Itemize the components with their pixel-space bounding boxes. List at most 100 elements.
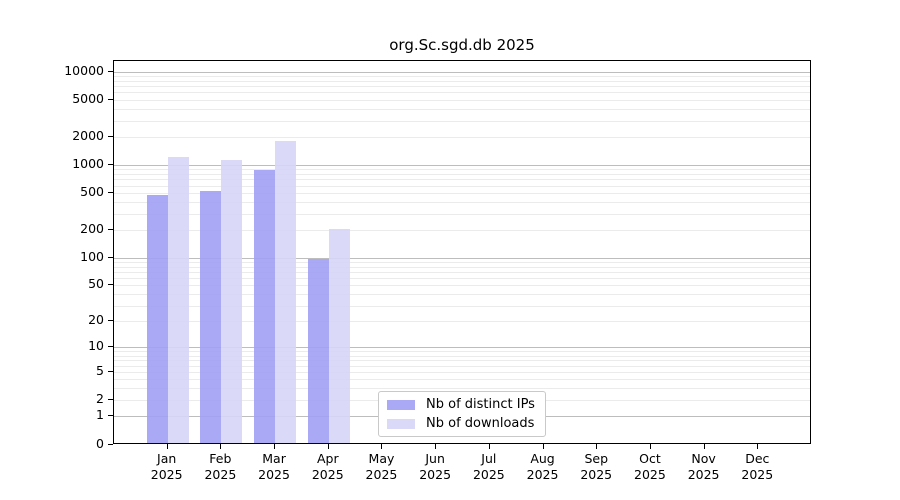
gridline-minor [114,294,810,296]
plot-area [113,60,811,444]
gridline-major [114,71,810,73]
gridline-minor [114,173,810,175]
y-tick-label: 500 [80,183,104,199]
y-tick-mark [108,320,113,322]
x-tick-mark [435,444,437,449]
gridline-minor [114,169,810,171]
y-tick-label: 2 [96,391,104,407]
y-tick-mark [108,256,113,258]
x-tick-mark [596,444,598,449]
gridline-minor [114,272,810,274]
gridline-minor [114,261,810,263]
x-tick-label: Mar 2025 [258,451,290,482]
x-tick-mark [488,444,490,449]
y-tick-label: 5000 [72,90,104,106]
y-tick-mark [108,163,113,165]
gridline-minor [114,371,810,373]
y-tick-mark [108,415,113,417]
bar-downloads-mar [275,141,297,443]
gridline-minor [114,388,810,390]
x-tick-mark [274,444,276,449]
bar-downloads-feb [221,159,243,443]
gridline-minor [114,266,810,268]
y-tick-mark [108,191,113,193]
gridline-minor [114,108,810,110]
x-tick-label: Oct 2025 [634,451,666,482]
x-tick-label: May 2025 [365,451,398,482]
bar-distinct-ips-feb [200,191,222,443]
y-tick-mark [108,98,113,100]
y-tick-label: 100 [80,248,104,264]
x-tick-mark [703,444,705,449]
y-tick-label: 20 [88,312,104,328]
y-tick-mark [108,399,113,401]
legend-label: Nb of distinct IPs [426,397,535,412]
gridline-minor [114,355,810,357]
gridline-minor [114,351,810,353]
gridline-minor [114,179,810,181]
x-tick-mark [757,444,759,449]
y-tick-mark [108,443,113,445]
legend-swatch [387,418,415,429]
gridline-minor [114,229,810,231]
y-tick-label: 50 [88,276,104,292]
y-tick-mark [108,346,113,348]
y-tick-mark [108,370,113,372]
bar-distinct-ips-mar [254,169,276,443]
gridline-minor [114,379,810,381]
gridline-minor [114,76,810,78]
y-tick-mark [108,70,113,72]
legend-item: Nb of distinct IPs [387,397,545,412]
y-tick-label: 10 [88,338,104,354]
legend-swatch [387,399,415,410]
gridline-minor [114,136,810,138]
x-tick-label: Jan 2025 [150,451,183,482]
gridline-minor [114,321,810,323]
x-tick-label: Jul 2025 [472,451,505,482]
bar-downloads-apr [328,229,350,443]
y-tick-label: 0 [96,435,104,451]
y-tick-mark [108,284,113,286]
x-tick-mark [220,444,222,449]
y-tick-label: 10000 [64,62,104,78]
legend: Nb of distinct IPs Nb of downloads [378,391,546,437]
bar-downloads-jan [167,157,189,443]
legend-item: Nb of downloads [387,416,545,431]
y-tick-mark [108,135,113,137]
x-tick-label: Sep 2025 [580,451,613,482]
y-tick-label: 5 [96,362,104,378]
bar-distinct-ips-apr [307,259,329,443]
gridline-minor [114,305,810,307]
x-tick-mark [542,444,544,449]
x-tick-mark [166,444,168,449]
gridline-minor [114,213,810,215]
gridline-minor [114,86,810,88]
gridline-minor [114,365,810,367]
gridline-minor [114,92,810,94]
gridline-minor [114,360,810,362]
gridline-major [114,164,810,166]
y-tick-mark [108,228,113,230]
x-tick-mark [649,444,651,449]
x-tick-label: Dec 2025 [741,451,774,482]
gridline-minor [114,120,810,122]
gridline-minor [114,99,810,101]
y-tick-label: 2000 [72,127,104,143]
gridline-major [114,257,810,259]
bar-distinct-ips-jan [146,194,168,443]
gridline-minor [114,80,810,82]
x-tick-mark [327,444,329,449]
gridline-minor [114,192,810,194]
y-tick-label: 200 [80,220,104,236]
x-tick-label: Feb 2025 [204,451,237,482]
gridline-major [114,347,810,349]
y-tick-label: 1 [96,407,104,423]
gridline-minor [114,185,810,187]
chart-title: org.Sc.sgd.db 2025 [389,36,535,54]
x-tick-label: Apr 2025 [311,451,344,482]
gridline-minor [114,285,810,287]
x-tick-label: Nov 2025 [687,451,720,482]
x-tick-label: Aug 2025 [526,451,559,482]
legend-label: Nb of downloads [426,416,535,431]
